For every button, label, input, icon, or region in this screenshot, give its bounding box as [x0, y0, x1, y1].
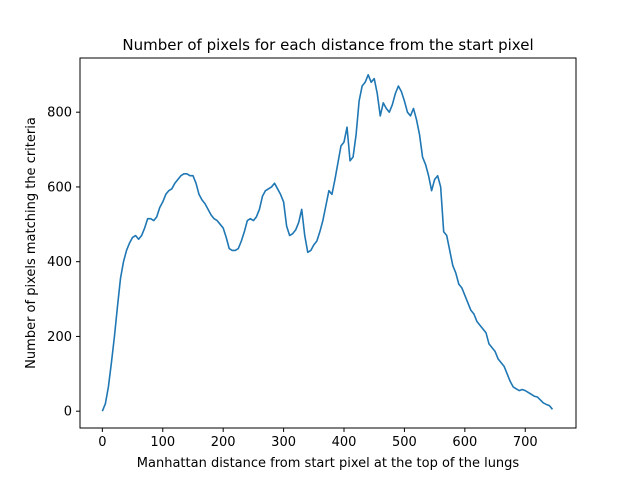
x-axis-label: Manhattan distance from start pixel at t… — [137, 456, 520, 471]
y-axis: 0 200 400 600 800 — [47, 106, 80, 420]
x-axis: 0 100 200 300 400 500 600 700 — [98, 428, 538, 450]
plot-frame — [79, 57, 577, 429]
y-tick-label: 200 — [47, 330, 72, 345]
plot-area — [101, 74, 554, 412]
y-tick-label: 0 — [64, 405, 72, 420]
x-tick-label: 100 — [150, 435, 175, 450]
y-tick-label: 600 — [47, 180, 72, 195]
x-tick-label: 0 — [98, 435, 106, 450]
chart-title: Number of pixels for each distance from … — [122, 36, 533, 54]
x-tick-label: 700 — [513, 435, 538, 450]
y-tick-label: 800 — [47, 106, 72, 121]
x-tick-label: 300 — [271, 435, 296, 450]
x-tick-label: 600 — [452, 435, 477, 450]
y-axis-label: Number of pixels matching the criteria — [24, 117, 39, 369]
series-line-0 — [101, 74, 554, 412]
x-tick-label: 200 — [211, 435, 236, 450]
x-tick-label: 500 — [392, 435, 417, 450]
y-tick-label: 400 — [47, 255, 72, 270]
x-tick-label: 400 — [332, 435, 357, 450]
